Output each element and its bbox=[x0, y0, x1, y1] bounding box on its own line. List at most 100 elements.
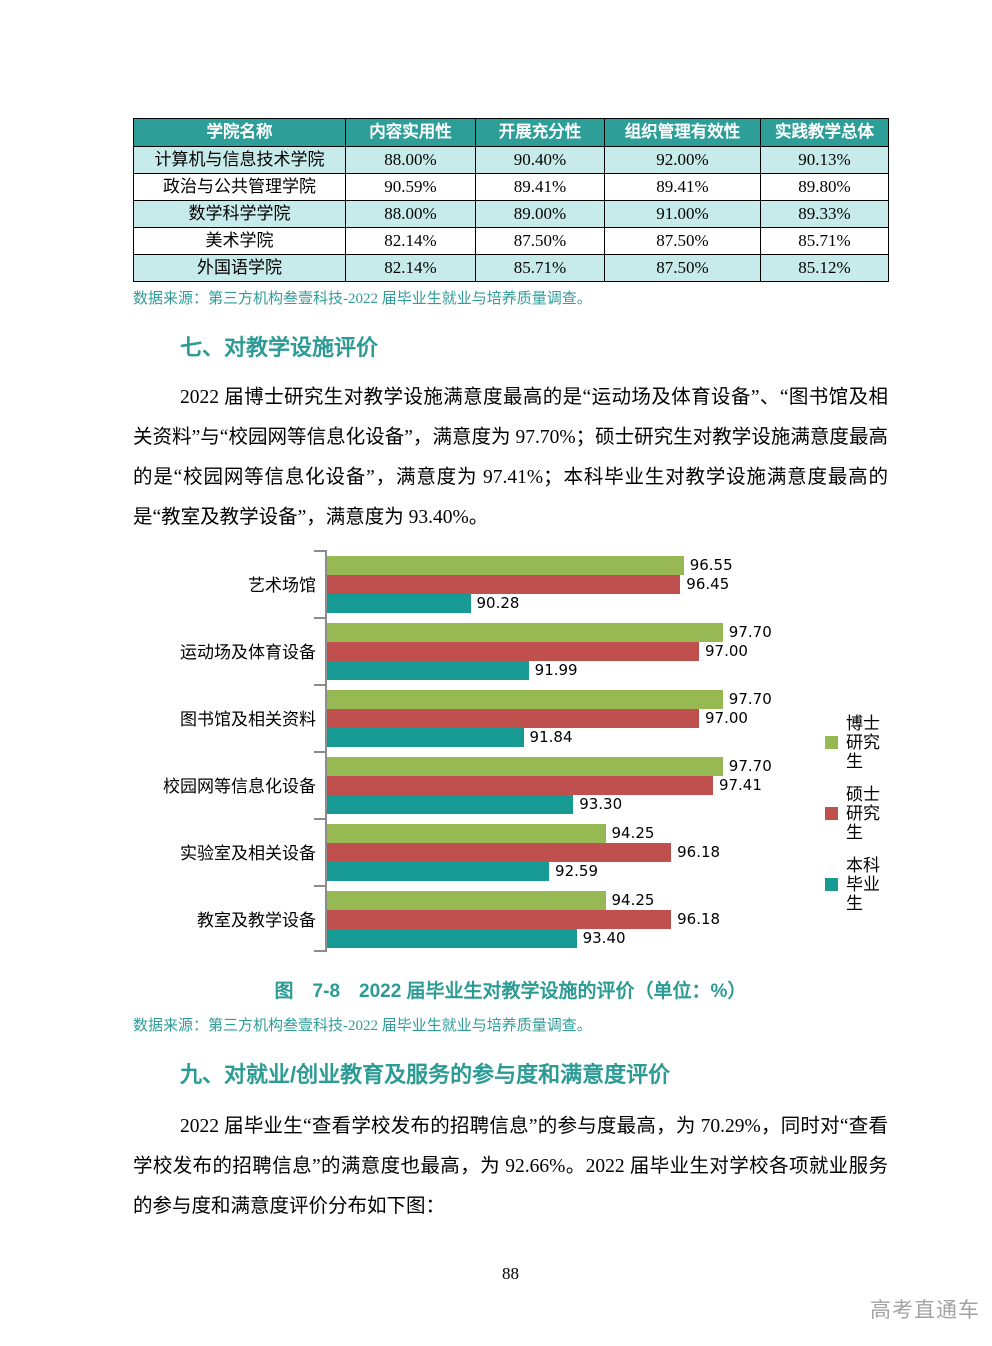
bar-group: 97.70 97.00 91.99 bbox=[325, 617, 772, 684]
value-label: 96.45 bbox=[686, 575, 730, 593]
watermark: 高考直通车 bbox=[870, 1299, 980, 1322]
section7-heading: 七、对教学设施评价 bbox=[180, 335, 379, 360]
legend-swatch bbox=[825, 878, 838, 891]
bar bbox=[325, 843, 672, 862]
chart-category-group: 图书馆及相关资料 97.70 97.00 91.84 bbox=[133, 684, 888, 751]
section9-paragraph: 2022 届毕业生“查看学校发布的招聘信息”的参与度最高，为 70.29%，同时… bbox=[133, 1116, 888, 1217]
table-header-cell: 学院名称 bbox=[133, 118, 346, 147]
value-label: 93.40 bbox=[582, 929, 626, 947]
bar-row: 96.18 bbox=[325, 910, 750, 929]
chart-plot: 艺术场馆 96.55 96.45 90.28 运动场及体育设备 97.70 97.00 91.… bbox=[133, 550, 888, 952]
bar bbox=[325, 623, 723, 642]
score-cell: 90.13% bbox=[760, 146, 889, 174]
score-cell: 89.33% bbox=[760, 200, 889, 228]
legend-item: 博士研究生 bbox=[825, 714, 888, 771]
bar-row: 91.84 bbox=[325, 728, 750, 747]
value-label: 97.70 bbox=[728, 623, 772, 641]
chart-category-group: 实验室及相关设备 94.25 96.18 92.59 bbox=[133, 818, 888, 885]
bar-group: 94.25 96.18 92.59 bbox=[325, 818, 750, 885]
bar-group: 97.70 97.00 91.84 bbox=[325, 684, 772, 751]
table-header-cell: 内容实用性 bbox=[345, 118, 476, 147]
table-row: 计算机与信息技术学院 88.00% 90.40% 92.00% 90.13% bbox=[133, 146, 889, 174]
college-name-cell: 政治与公共管理学院 bbox=[133, 173, 346, 201]
legend-item: 本科毕业生 bbox=[825, 856, 888, 913]
bar bbox=[325, 910, 672, 929]
score-cell: 82.14% bbox=[345, 254, 476, 282]
bar-row: 97.41 bbox=[325, 776, 762, 795]
value-label: 91.99 bbox=[534, 661, 578, 679]
bar-row: 97.70 bbox=[325, 690, 772, 709]
value-label: 94.25 bbox=[611, 891, 655, 909]
axis-tick bbox=[314, 617, 326, 619]
axis-tick bbox=[314, 751, 326, 753]
legend-swatch bbox=[825, 736, 838, 749]
chart-caption: 图 7-8 2022 届毕业生对教学设施的评价（单位：%） bbox=[274, 981, 747, 1002]
chart-category-group: 艺术场馆 96.55 96.45 90.28 bbox=[133, 550, 888, 617]
table-row: 外国语学院 82.14% 85.71% 87.50% 85.12% bbox=[133, 254, 889, 282]
bar-row: 93.30 bbox=[325, 795, 750, 814]
bar-row: 97.00 bbox=[325, 642, 750, 661]
bar-row: 91.99 bbox=[325, 661, 750, 680]
bar-row: 90.28 bbox=[325, 594, 750, 613]
bar-row: 92.59 bbox=[325, 862, 750, 881]
chart-category-group: 校园网等信息化设备 97.70 97.41 93.30 bbox=[133, 751, 888, 818]
category-label: 艺术场馆 bbox=[248, 576, 316, 595]
table-header-cell: 组织管理有效性 bbox=[604, 118, 761, 147]
value-label: 93.30 bbox=[579, 795, 623, 813]
bar-group: 94.25 96.18 93.40 bbox=[325, 885, 750, 952]
category-label: 运动场及体育设备 bbox=[180, 643, 316, 662]
table-header-row: 学院名称 内容实用性 开展充分性 组织管理有效性 实践教学总体 bbox=[133, 118, 889, 147]
table-row: 美术学院 82.14% 87.50% 87.50% 85.71% bbox=[133, 227, 889, 255]
college-name-cell: 外国语学院 bbox=[133, 254, 346, 282]
value-label: 96.18 bbox=[677, 910, 721, 928]
value-label: 97.70 bbox=[728, 690, 772, 708]
score-cell: 88.00% bbox=[345, 146, 476, 174]
bar bbox=[325, 728, 524, 747]
legend-label: 博士研究生 bbox=[846, 714, 880, 771]
college-evaluation-table: 学院名称 内容实用性 开展充分性 组织管理有效性 实践教学总体 计算机与信息技术学院 88… bbox=[133, 118, 889, 282]
bar bbox=[325, 594, 471, 613]
bar-row: 96.45 bbox=[325, 575, 750, 594]
score-cell: 90.59% bbox=[345, 173, 476, 201]
bar bbox=[325, 862, 550, 881]
value-label: 97.41 bbox=[718, 776, 762, 794]
college-name-cell: 计算机与信息技术学院 bbox=[133, 146, 346, 174]
chart-category-group: 运动场及体育设备 97.70 97.00 91.99 bbox=[133, 617, 888, 684]
score-cell: 85.71% bbox=[760, 227, 889, 255]
value-label: 94.25 bbox=[611, 824, 655, 842]
score-cell: 85.71% bbox=[475, 254, 605, 282]
bar bbox=[325, 642, 699, 661]
score-cell: 89.00% bbox=[475, 200, 605, 228]
value-label: 92.59 bbox=[555, 862, 598, 880]
table-body: 计算机与信息技术学院 88.00% 90.40% 92.00% 90.13% 政治与公共管… bbox=[133, 146, 889, 282]
legend-item: 硕士研究生 bbox=[825, 785, 888, 842]
bar bbox=[325, 929, 577, 948]
chart-y-axis bbox=[325, 550, 327, 952]
value-label: 91.84 bbox=[529, 728, 573, 746]
bar bbox=[325, 575, 681, 594]
axis-tick bbox=[314, 818, 326, 820]
table-source-note: 数据来源：第三方机构叁壹科技-2022 届毕业生就业与培养质量调查。 bbox=[133, 291, 592, 307]
table-head: 学院名称 内容实用性 开展充分性 组织管理有效性 实践教学总体 bbox=[133, 118, 889, 147]
score-cell: 82.14% bbox=[345, 227, 476, 255]
score-cell: 87.50% bbox=[604, 254, 761, 282]
bar bbox=[325, 709, 699, 728]
axis-tick bbox=[314, 550, 326, 552]
chart-category-group: 教室及教学设备 94.25 96.18 93.40 bbox=[133, 885, 888, 952]
score-cell: 91.00% bbox=[604, 200, 761, 228]
bar bbox=[325, 824, 606, 843]
bar bbox=[325, 690, 723, 709]
axis-tick bbox=[314, 950, 326, 952]
bar-group: 97.70 97.41 93.30 bbox=[325, 751, 772, 818]
score-cell: 90.40% bbox=[475, 146, 605, 174]
score-cell: 88.00% bbox=[345, 200, 476, 228]
legend-label: 硕士研究生 bbox=[846, 785, 880, 842]
bar-row: 94.25 bbox=[325, 891, 750, 910]
value-label: 90.28 bbox=[476, 594, 520, 612]
value-label: 96.55 bbox=[689, 556, 733, 574]
category-label: 教室及教学设备 bbox=[197, 911, 316, 930]
bar-row: 96.55 bbox=[325, 556, 750, 575]
chart-source-note: 数据来源：第三方机构叁壹科技-2022 届毕业生就业与培养质量调查。 bbox=[133, 1018, 592, 1034]
bar-row: 96.18 bbox=[325, 843, 750, 862]
value-label: 97.00 bbox=[705, 642, 748, 660]
